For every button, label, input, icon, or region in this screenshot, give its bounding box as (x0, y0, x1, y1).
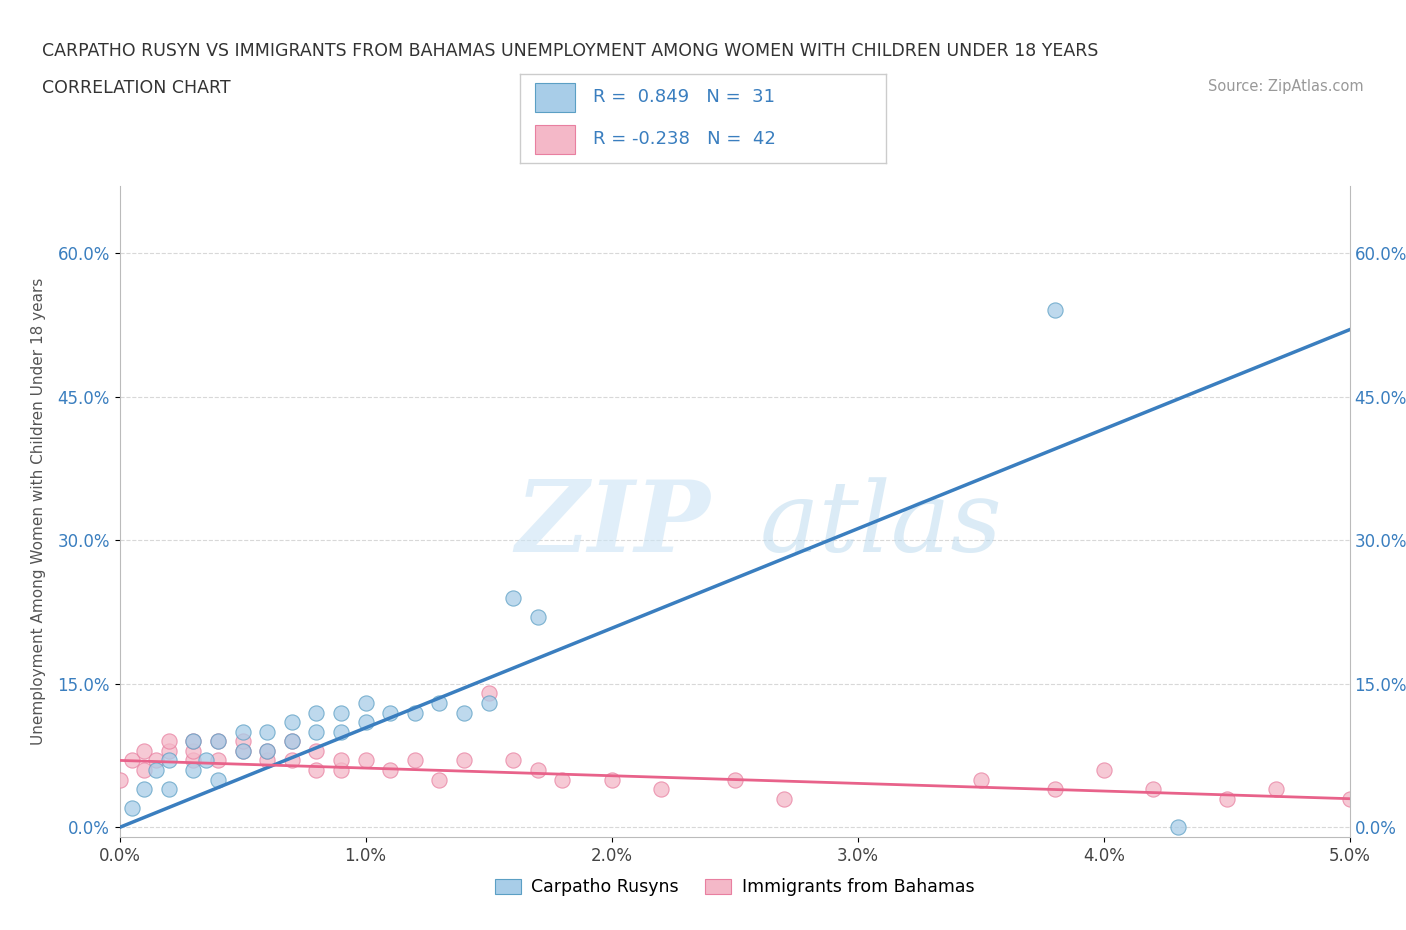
Point (256, 743, 278, 758)
Point (157, 782, 180, 797)
Point (231, 734, 254, 749)
Point (600, 772, 623, 787)
Point (157, 753, 180, 768)
Text: atlas: atlas (759, 477, 1002, 572)
Point (145, 753, 167, 768)
Point (502, 753, 524, 768)
Point (1265, 782, 1288, 797)
Point (256, 753, 278, 768)
Point (281, 753, 304, 768)
Point (329, 753, 352, 768)
Point (773, 791, 796, 806)
FancyBboxPatch shape (534, 84, 575, 113)
Point (329, 763, 352, 777)
Point (281, 734, 304, 749)
Point (207, 753, 229, 768)
Point (305, 705, 328, 720)
Text: R =  0.849   N =  31: R = 0.849 N = 31 (593, 88, 775, 106)
Y-axis label: Unemployment Among Women with Children Under 18 years: Unemployment Among Women with Children U… (31, 278, 46, 745)
Point (183, 734, 205, 749)
Point (1339, 791, 1361, 806)
Point (1092, 763, 1115, 777)
Point (194, 753, 217, 768)
Point (453, 705, 475, 720)
Point (108, 772, 131, 787)
Point (477, 696, 501, 711)
Point (207, 772, 229, 787)
Point (132, 782, 156, 797)
Point (207, 734, 229, 749)
Point (551, 772, 574, 787)
Point (281, 734, 304, 749)
Text: Source: ZipAtlas.com: Source: ZipAtlas.com (1208, 79, 1364, 94)
Point (256, 724, 278, 739)
Point (970, 772, 993, 787)
Point (256, 743, 278, 758)
Point (183, 743, 205, 758)
Point (527, 763, 550, 777)
Legend: Carpatho Rusyns, Immigrants from Bahamas: Carpatho Rusyns, Immigrants from Bahamas (488, 871, 981, 903)
Point (1215, 791, 1237, 806)
Point (404, 753, 426, 768)
Point (132, 743, 156, 758)
Point (132, 763, 156, 777)
Point (231, 743, 254, 758)
Text: CORRELATION CHART: CORRELATION CHART (42, 79, 231, 97)
Point (231, 724, 254, 739)
Point (157, 734, 180, 749)
Point (281, 714, 304, 729)
Point (183, 753, 205, 768)
Point (427, 696, 450, 711)
Point (121, 753, 143, 768)
Point (723, 772, 745, 787)
Point (207, 734, 229, 749)
Text: CARPATHO RUSYN VS IMMIGRANTS FROM BAHAMAS UNEMPLOYMENT AMONG WOMEN WITH CHILDREN: CARPATHO RUSYN VS IMMIGRANTS FROM BAHAMA… (42, 42, 1098, 60)
Point (650, 782, 672, 797)
Point (1043, 303, 1066, 318)
Point (527, 609, 550, 624)
Point (329, 724, 352, 739)
Text: ZIP: ZIP (515, 476, 710, 573)
Point (157, 743, 180, 758)
Point (453, 753, 475, 768)
Point (427, 772, 450, 787)
Point (183, 734, 205, 749)
Text: R = -0.238   N =  42: R = -0.238 N = 42 (593, 130, 776, 148)
Point (502, 591, 524, 605)
Point (354, 696, 377, 711)
Point (354, 753, 377, 768)
Point (1043, 782, 1066, 797)
Point (231, 743, 254, 758)
Point (305, 763, 328, 777)
Point (305, 724, 328, 739)
FancyBboxPatch shape (534, 125, 575, 154)
Point (305, 743, 328, 758)
Point (121, 801, 143, 816)
Point (183, 763, 205, 777)
Point (404, 705, 426, 720)
Point (477, 686, 501, 701)
Point (378, 705, 402, 720)
Point (329, 705, 352, 720)
Point (145, 763, 167, 777)
Point (354, 714, 377, 729)
Point (1142, 782, 1164, 797)
Point (1166, 820, 1188, 835)
Point (378, 763, 402, 777)
